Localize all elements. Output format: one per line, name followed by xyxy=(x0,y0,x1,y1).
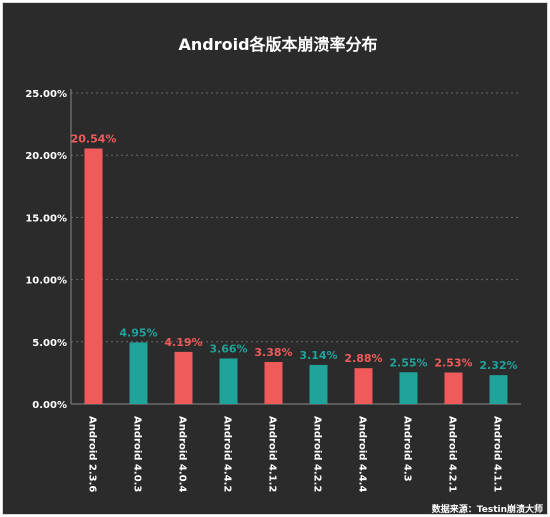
x-tick-label: Android 4.2.1 xyxy=(447,416,458,492)
data-label: 3.38% xyxy=(254,346,292,359)
x-tick-label: Android 4.4.2 xyxy=(222,416,233,492)
y-tick-label: 20.00% xyxy=(25,151,67,162)
bar xyxy=(84,148,103,404)
data-label: 20.54% xyxy=(71,132,117,145)
y-tick-label: 15.00% xyxy=(25,213,67,224)
x-tick-label: Android 4.2.2 xyxy=(312,416,323,492)
data-label: 3.14% xyxy=(299,349,337,362)
data-label: 2.53% xyxy=(434,357,472,370)
data-label: 4.19% xyxy=(164,336,202,349)
bar xyxy=(354,368,373,404)
data-label: 3.66% xyxy=(209,342,247,355)
x-tick-label: Android 4.1.2 xyxy=(267,416,278,492)
chart-title: Android各版本崩溃率分布 xyxy=(178,35,377,54)
bar-layer xyxy=(84,148,508,404)
data-label: 2.88% xyxy=(344,352,382,365)
x-tick-label: Android 4.4.4 xyxy=(357,416,368,492)
bar xyxy=(129,342,148,404)
bar xyxy=(219,358,238,404)
y-tick-label: 10.00% xyxy=(25,276,67,287)
y-tick-label: 0.00% xyxy=(32,400,67,411)
x-tick-label: Android 4.1.1 xyxy=(492,416,503,492)
bar xyxy=(264,361,283,404)
x-tick-label: Android 4.0.3 xyxy=(132,416,143,492)
bar xyxy=(399,372,418,404)
bar xyxy=(174,351,193,404)
x-tick-label: Android 4.3 xyxy=(402,416,413,482)
y-tick-label: 25.00% xyxy=(25,89,67,100)
source-note: 数据来源：Testin崩溃大师 xyxy=(432,503,543,515)
data-label: 4.95% xyxy=(119,326,157,339)
bar xyxy=(309,364,328,404)
x-tick-label: Android 2.3.6 xyxy=(87,416,98,492)
bar xyxy=(489,375,508,404)
label-layer: 20.54% 4.95% 4.19% 3.66% 3.38% 3.14% 2.88% 2.55… xyxy=(71,132,518,372)
data-label: 2.32% xyxy=(479,359,517,372)
data-label: 2.55% xyxy=(389,356,427,369)
xtick-layer: Android 2.3.6 Android 4.0.3 Android 4.0.4 A… xyxy=(87,416,503,492)
y-tick-label: 5.00% xyxy=(32,338,67,349)
chart-svg: Android各版本崩溃率分布 0.00% 5.00% 10.00% 15.00% 20… xyxy=(25,35,543,515)
x-tick-label: Android 4.0.4 xyxy=(177,416,188,492)
bar xyxy=(444,372,463,404)
grid-layer xyxy=(71,92,521,343)
